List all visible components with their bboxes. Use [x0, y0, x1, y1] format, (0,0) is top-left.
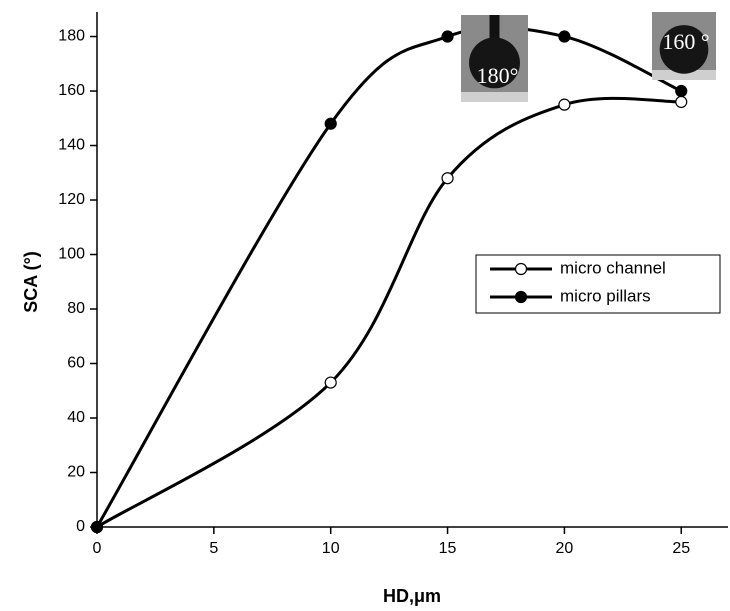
data-point	[558, 98, 571, 111]
inset-label: 180°	[477, 63, 519, 88]
y-tick-label: 160	[58, 82, 85, 99]
x-tick-label: 15	[439, 540, 457, 557]
x-tick-label: 5	[209, 540, 218, 557]
y-tick-label: 20	[67, 464, 85, 481]
y-tick-label: 80	[67, 300, 85, 317]
data-point	[675, 95, 688, 109]
y-tick-label: 100	[58, 246, 85, 263]
legend-label: micro pillars	[560, 286, 651, 305]
data-point	[90, 520, 104, 534]
legend-marker	[514, 262, 528, 276]
y-tick-label: 40	[67, 409, 85, 426]
data-point	[558, 30, 571, 43]
y-tick-label: 0	[76, 518, 85, 535]
x-tick-label: 25	[672, 540, 690, 557]
inset-surface	[461, 92, 528, 102]
droplet-inset: 180°	[461, 15, 528, 102]
y-tick-label: 180	[58, 28, 85, 45]
x-axis-title: HD,μm	[383, 586, 441, 606]
series-line	[95, 26, 682, 528]
droplet-inset: 160 °	[652, 12, 716, 80]
x-tick-label: 20	[556, 540, 574, 557]
y-tick-label: 120	[58, 191, 85, 208]
y-axis-title: SCA (°)	[21, 251, 41, 313]
inset-droplet	[469, 37, 520, 89]
inset-surface	[652, 70, 716, 80]
x-tick-label: 10	[322, 540, 340, 557]
legend-marker	[514, 290, 528, 304]
legend-box	[475, 254, 721, 314]
data-point	[675, 84, 688, 98]
inset-needle	[489, 15, 500, 45]
inset-label: 160 °	[662, 29, 709, 54]
x-tick-label: 0	[93, 540, 102, 557]
data-point	[441, 30, 454, 43]
data-point	[324, 376, 337, 389]
inset-droplet	[659, 25, 709, 74]
legend-label: micro channel	[560, 258, 666, 277]
series-line	[96, 96, 682, 529]
y-tick-label: 140	[58, 137, 85, 154]
y-tick-label: 60	[67, 355, 85, 372]
data-point	[441, 172, 454, 185]
data-point	[324, 117, 337, 130]
